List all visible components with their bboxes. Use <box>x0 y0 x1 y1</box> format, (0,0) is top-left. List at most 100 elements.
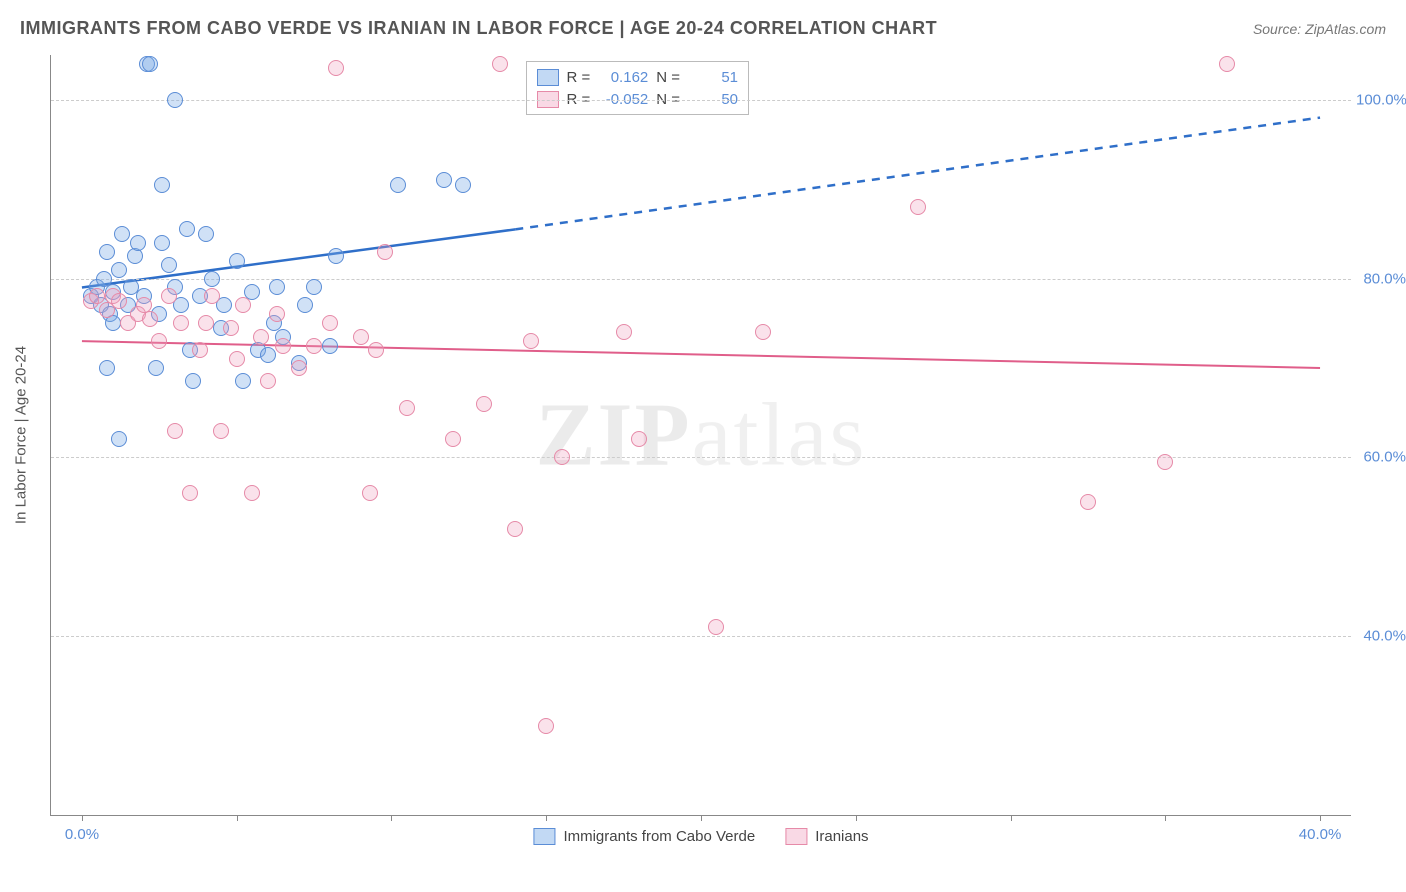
legend-item: Immigrants from Cabo Verde <box>533 828 755 845</box>
data-point <box>708 619 724 635</box>
gridline-h <box>51 100 1351 101</box>
data-point <box>185 373 201 389</box>
data-point <box>235 373 251 389</box>
gridline-h <box>51 279 1351 280</box>
y-tick-label: 100.0% <box>1356 91 1406 108</box>
data-point <box>1080 494 1096 510</box>
data-point <box>291 360 307 376</box>
data-point <box>538 718 554 734</box>
x-tick <box>391 815 392 821</box>
data-point <box>1157 454 1173 470</box>
data-point <box>142 311 158 327</box>
x-tick <box>82 815 83 821</box>
chart-title: IMMIGRANTS FROM CABO VERDE VS IRANIAN IN… <box>20 18 937 39</box>
data-point <box>269 279 285 295</box>
data-point <box>99 360 115 376</box>
x-tick <box>1011 815 1012 821</box>
data-point <box>161 257 177 273</box>
data-point <box>328 248 344 264</box>
data-point <box>161 288 177 304</box>
data-point <box>322 338 338 354</box>
data-point <box>111 262 127 278</box>
legend-swatch <box>537 69 559 86</box>
data-point <box>445 431 461 447</box>
x-tick <box>546 815 547 821</box>
data-point <box>127 248 143 264</box>
data-point <box>111 431 127 447</box>
data-point <box>297 297 313 313</box>
legend-row: R = 0.162 N = 51 <box>537 66 739 88</box>
data-point <box>130 235 146 251</box>
data-point <box>631 431 647 447</box>
x-tick-label: 40.0% <box>1299 826 1342 843</box>
y-tick-label: 80.0% <box>1356 270 1406 287</box>
data-point <box>99 244 115 260</box>
y-tick-label: 40.0% <box>1356 628 1406 645</box>
data-point <box>198 226 214 242</box>
data-point <box>173 315 189 331</box>
data-point <box>204 288 220 304</box>
data-point <box>399 400 415 416</box>
data-point <box>523 333 539 349</box>
data-point <box>198 315 214 331</box>
correlation-legend: R =0.162N =51R =-0.052N =50 <box>526 61 750 115</box>
data-point <box>142 56 158 72</box>
data-point <box>260 347 276 363</box>
data-point <box>148 360 164 376</box>
data-point <box>179 221 195 237</box>
data-point <box>476 396 492 412</box>
data-point <box>275 338 291 354</box>
legend-r-label: R = <box>567 69 591 86</box>
legend-series-name: Iranians <box>815 828 868 845</box>
data-point <box>455 177 471 193</box>
x-tick <box>1165 815 1166 821</box>
legend-swatch <box>533 828 555 845</box>
legend-n-label: N = <box>656 69 680 86</box>
data-point <box>507 521 523 537</box>
trend-lines-svg <box>51 55 1351 815</box>
y-axis-title: In Labor Force | Age 20-24 <box>13 346 30 524</box>
series-legend: Immigrants from Cabo Verde Iranians <box>533 828 868 845</box>
data-point <box>377 244 393 260</box>
data-point <box>755 324 771 340</box>
data-point <box>910 199 926 215</box>
gridline-h <box>51 457 1351 458</box>
data-point <box>223 320 239 336</box>
gridline-h <box>51 636 1351 637</box>
data-point <box>328 60 344 76</box>
x-tick <box>701 815 702 821</box>
data-point <box>1219 56 1235 72</box>
legend-swatch <box>785 828 807 845</box>
data-point <box>306 279 322 295</box>
scatter-plot-area: In Labor Force | Age 20-24 ZIPatlas R =0… <box>50 55 1351 816</box>
data-point <box>111 293 127 309</box>
data-point <box>182 485 198 501</box>
legend-n-value: 51 <box>688 69 738 86</box>
x-tick <box>237 815 238 821</box>
data-point <box>368 342 384 358</box>
data-point <box>213 423 229 439</box>
data-point <box>260 373 276 389</box>
data-point <box>235 297 251 313</box>
data-point <box>616 324 632 340</box>
data-point <box>154 177 170 193</box>
data-point <box>554 449 570 465</box>
x-tick <box>1320 815 1321 821</box>
data-point <box>229 351 245 367</box>
data-point <box>436 172 452 188</box>
data-point <box>229 253 245 269</box>
legend-r-value: 0.162 <box>598 69 648 86</box>
data-point <box>362 485 378 501</box>
data-point <box>244 485 260 501</box>
legend-series-name: Immigrants from Cabo Verde <box>563 828 755 845</box>
data-point <box>167 423 183 439</box>
data-point <box>192 342 208 358</box>
data-point <box>353 329 369 345</box>
data-point <box>204 271 220 287</box>
data-point <box>269 306 285 322</box>
data-point <box>306 338 322 354</box>
data-point <box>151 333 167 349</box>
legend-item: Iranians <box>785 828 868 845</box>
data-point <box>492 56 508 72</box>
source-attribution: Source: ZipAtlas.com <box>1253 21 1386 37</box>
